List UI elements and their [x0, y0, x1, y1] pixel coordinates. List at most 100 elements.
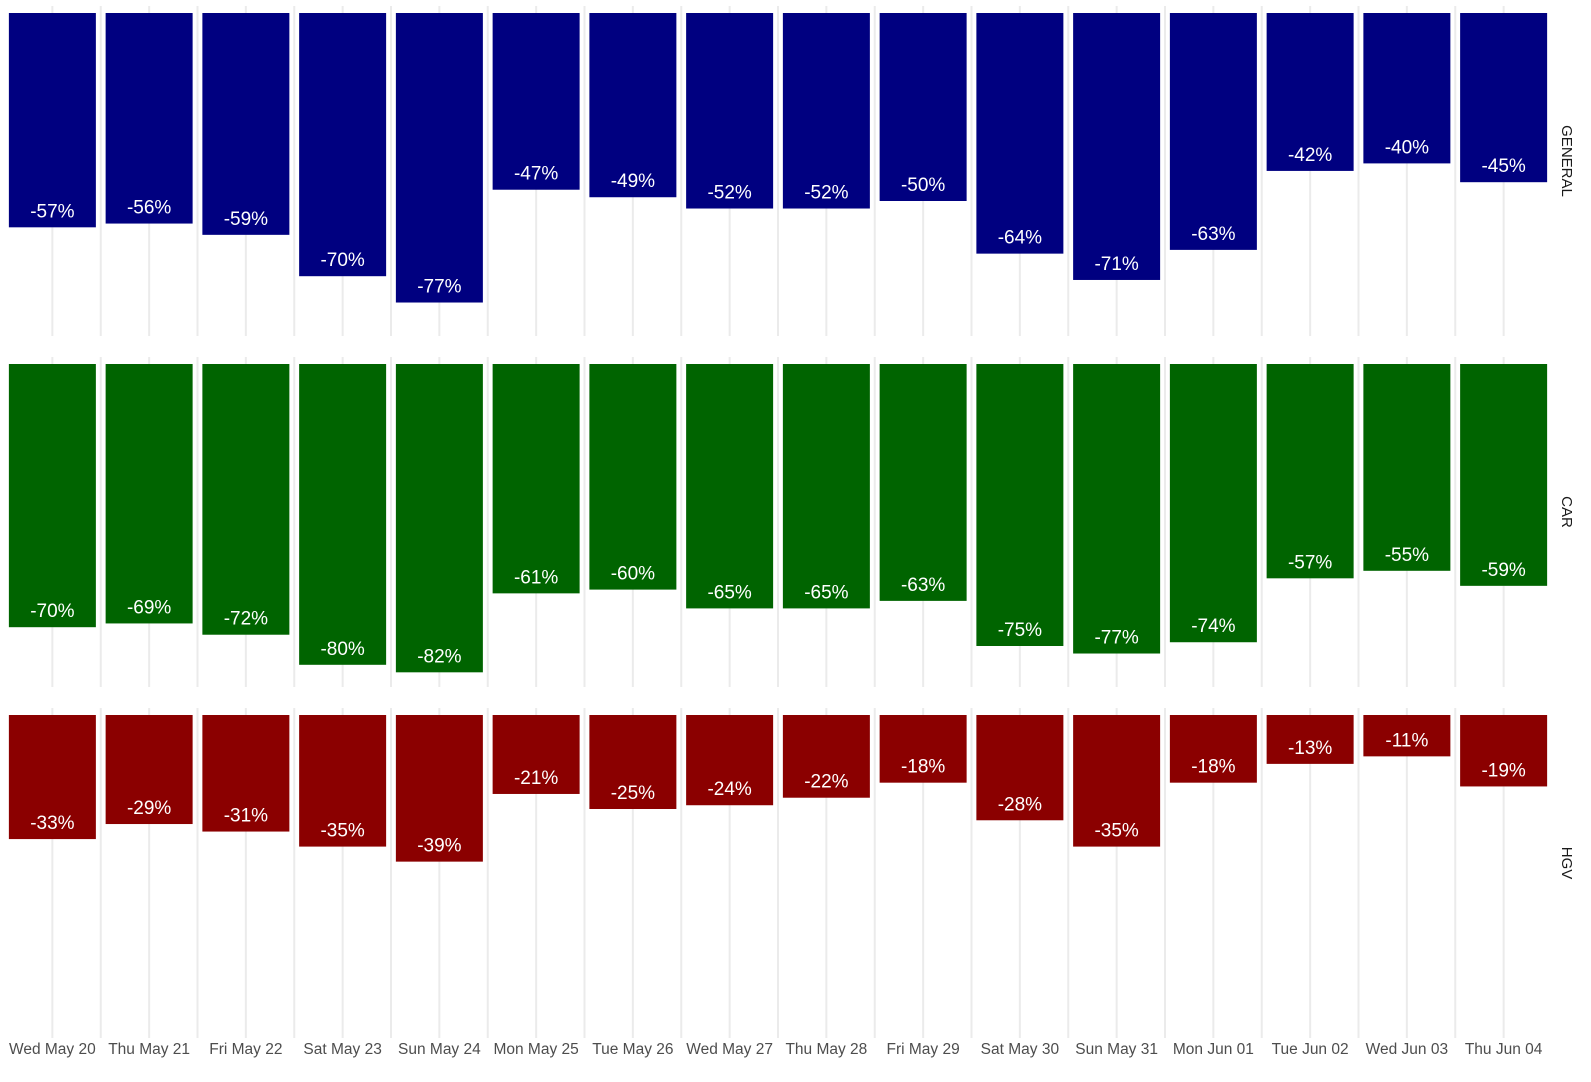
bar [105, 715, 193, 825]
x-tick-label: Wed May 27 [686, 1041, 773, 1058]
bar-value-label: -57% [1288, 552, 1332, 573]
bar-value-label: -77% [1094, 628, 1138, 649]
x-tick-label: Wed Jun 03 [1366, 1041, 1448, 1058]
series-car: -70% -69% -72% -80% -82% -61% -60% -65% -65% -63%… [8, 364, 1548, 673]
bar-value-label: -39% [417, 836, 461, 857]
bar [8, 715, 96, 840]
bar-value-label: -22% [804, 772, 848, 793]
bar-value-label: -24% [707, 779, 751, 800]
bar-value-label: -21% [514, 768, 558, 789]
bar [782, 715, 870, 798]
bar [589, 13, 677, 198]
bar-value-label: -74% [1191, 616, 1235, 637]
bar-value-label: -82% [417, 646, 461, 667]
bar-value-label: -33% [30, 813, 74, 834]
x-tick-label: Tue Jun 02 [1272, 1041, 1349, 1058]
x-tick-label: Sun May 24 [398, 1041, 481, 1058]
bar-value-label: -25% [611, 783, 655, 804]
bar [976, 13, 1064, 254]
bar-value-label: -40% [1385, 137, 1429, 158]
bar [686, 364, 774, 609]
strip-label-car: CAR [1558, 496, 1575, 528]
bar-value-label: -55% [1385, 545, 1429, 566]
bar-value-label: -18% [1191, 757, 1235, 778]
bar [1363, 364, 1451, 571]
bar-value-label: -64% [998, 228, 1042, 249]
x-axis: Wed May 20 Thu May 21 Fri May 22 Sat May 23… [9, 1041, 1543, 1058]
bar-value-label: -11% [1385, 730, 1428, 751]
bar-value-label: -61% [514, 567, 558, 588]
bar-value-label: -28% [998, 794, 1042, 815]
bar-value-label: -45% [1481, 156, 1525, 177]
bar [879, 364, 967, 601]
bar [1073, 364, 1161, 654]
bar-value-label: -56% [127, 198, 171, 219]
x-tick-label: Thu May 21 [108, 1041, 190, 1058]
bar [976, 364, 1064, 646]
bar [8, 364, 96, 628]
x-tick-label: Sun May 31 [1075, 1041, 1158, 1058]
bar [976, 715, 1064, 821]
bar-value-label: -70% [30, 601, 74, 622]
bar [879, 13, 967, 201]
x-tick-label: Mon Jun 01 [1173, 1041, 1254, 1058]
bar [589, 364, 677, 590]
strip-label-hgv: HGV [1558, 847, 1575, 880]
bar [1169, 364, 1257, 643]
bar [686, 13, 774, 209]
x-tick-label: Fri May 22 [209, 1041, 282, 1058]
bar [1266, 715, 1354, 764]
bar [492, 13, 580, 190]
bar-value-label: -80% [320, 639, 364, 660]
bar [686, 715, 774, 806]
bar [1363, 13, 1451, 164]
bar [879, 715, 967, 783]
strip-label-general: GENERAL [1558, 125, 1575, 197]
bar [782, 13, 870, 209]
x-tick-label: Thu Jun 04 [1465, 1041, 1543, 1058]
bar [782, 364, 870, 609]
bar-value-label: -71% [1094, 254, 1138, 275]
bar [1460, 13, 1548, 183]
series-general: -57% -56% -59% -70% -77% -47% -49% -52% -52% -50%… [8, 13, 1548, 303]
bar [395, 13, 483, 303]
bar [1073, 715, 1161, 847]
bar-value-label: -57% [30, 201, 74, 222]
bar-value-label: -63% [901, 575, 945, 596]
bar-value-label: -65% [707, 582, 751, 603]
x-tick-label: Mon May 25 [493, 1041, 578, 1058]
bar-value-label: -65% [804, 582, 848, 603]
bar [1460, 364, 1548, 586]
bar-value-label: -19% [1481, 760, 1525, 781]
bar [1363, 715, 1451, 757]
bar-value-label: -72% [224, 609, 268, 630]
bar [1266, 13, 1354, 171]
bar-value-label: -70% [320, 250, 364, 271]
bar [1169, 715, 1257, 783]
bar [395, 364, 483, 673]
bar [299, 364, 387, 665]
bar-value-label: -18% [901, 757, 945, 778]
bar-value-label: -13% [1288, 738, 1332, 759]
strip-labels: GENERAL CAR HGV [1558, 125, 1575, 879]
bar [589, 715, 677, 809]
bars-layer: -57% -56% -59% -70% -77% -47% -49% -52% -52% -50%… [8, 13, 1548, 862]
bar-value-label: -52% [707, 183, 751, 204]
x-tick-label: Sat May 30 [981, 1041, 1060, 1058]
bar [1169, 13, 1257, 250]
bar-value-label: -75% [998, 620, 1042, 641]
bar-value-label: -59% [1481, 560, 1525, 581]
bar [202, 13, 290, 235]
bar-value-label: -63% [1191, 224, 1235, 245]
bar-value-label: -31% [224, 806, 268, 827]
bar [8, 13, 96, 228]
x-tick-label: Wed May 20 [9, 1041, 96, 1058]
bar-value-label: -49% [611, 171, 655, 192]
bar-value-label: -42% [1288, 145, 1332, 166]
bar [1266, 364, 1354, 579]
x-tick-label: Thu May 28 [785, 1041, 867, 1058]
bar [299, 715, 387, 847]
bar-value-label: -35% [1094, 821, 1138, 842]
